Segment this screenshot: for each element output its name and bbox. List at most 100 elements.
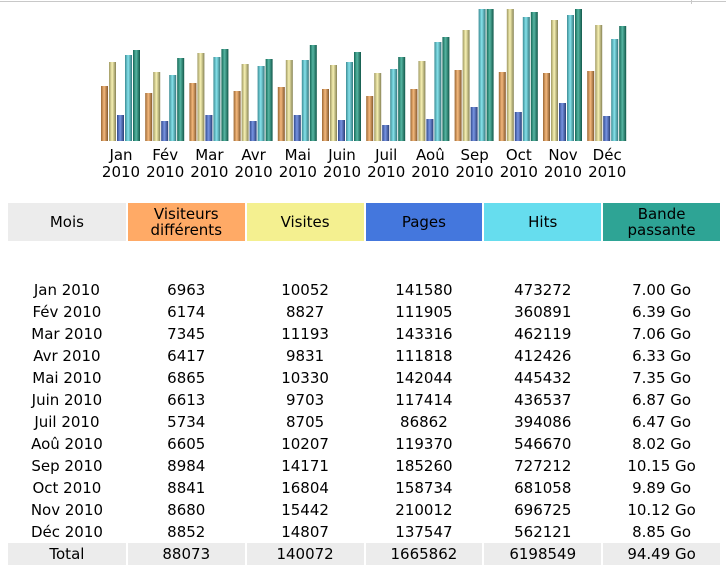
- row-hits: 696725: [514, 501, 572, 519]
- table-row: Juil 2010 5734 8705 86862 394086 6.47 Go: [8, 411, 720, 433]
- bar-pages-2: [205, 115, 213, 141]
- bar-hits-8: [478, 9, 486, 141]
- row-bande-passante: 10.12 Go: [627, 501, 696, 519]
- x-label-year: 2010: [544, 163, 582, 181]
- table-row: Mar 2010 7345 11193 143316 462119 7.06 Go: [8, 323, 720, 345]
- row-visites: 8827: [285, 303, 325, 321]
- bar-visits-4: [285, 60, 293, 141]
- row-visites: 16804: [281, 479, 329, 497]
- row-visiteurs: 8984: [167, 457, 206, 475]
- bar-uniq-1: [145, 93, 153, 141]
- x-label-month: Mai: [285, 146, 311, 164]
- bar-bw-9: [530, 12, 538, 141]
- bar-bw-6: [398, 57, 406, 141]
- row-hits: 436537: [514, 391, 572, 409]
- row-hits: 445432: [514, 369, 572, 387]
- table-row: Avr 2010 6417 9831 111818 412426 6.33 Go: [8, 345, 720, 367]
- row-bande-passante: 7.06 Go: [632, 325, 692, 343]
- row-pages: 142044: [395, 369, 453, 387]
- row-visiteurs: 8680: [167, 501, 206, 519]
- table-row: Nov 2010 8680 15442 210012 696725 10.12 Go: [8, 499, 720, 521]
- total-bande-passante: 94.49 Go: [603, 543, 720, 565]
- bar-bw-3: [265, 59, 273, 141]
- row-bande-passante: 6.87 Go: [632, 391, 692, 409]
- row-pages: 210012: [395, 501, 453, 519]
- top-divider-line: [0, 1, 726, 2]
- top-right-frame: [691, 0, 726, 4]
- bar-hits-6: [390, 69, 398, 141]
- total-visites: 140072: [246, 543, 364, 565]
- bar-hits-7: [434, 42, 442, 141]
- row-hits: 360891: [514, 303, 572, 321]
- header-pages: Pages: [365, 203, 483, 241]
- table-row: Déc 2010 8852 14807 137547 562121 8.85 Go: [8, 521, 720, 543]
- x-label-month: Sep: [460, 146, 488, 164]
- bar-uniq-8: [454, 70, 462, 141]
- x-label-month: Juil: [374, 146, 397, 164]
- x-label-month: Oct: [506, 146, 532, 164]
- bar-visits-2: [197, 53, 205, 141]
- row-visites: 8705: [285, 413, 325, 431]
- bar-uniq-6: [366, 96, 374, 141]
- row-pages: 111905: [395, 303, 453, 321]
- row-visiteurs: 6417: [167, 347, 206, 365]
- row-mois: Mai 2010: [32, 369, 102, 387]
- row-pages: 141580: [395, 281, 453, 299]
- row-pages: 86862: [400, 413, 448, 431]
- bar-uniq-7: [410, 89, 418, 141]
- header-mois: Mois: [8, 203, 126, 241]
- total-pages: 1665862: [365, 543, 483, 565]
- bar-bw-2: [221, 49, 229, 141]
- bar-hits-0: [125, 55, 132, 141]
- x-label-year: 2010: [456, 163, 494, 181]
- bar-visits-6: [374, 73, 382, 141]
- x-label-month: Juin: [327, 146, 356, 164]
- row-pages: 117414: [395, 391, 453, 409]
- row-visites: 9831: [285, 347, 325, 365]
- x-label-year: 2010: [190, 163, 228, 181]
- bar-pages-5: [338, 120, 345, 141]
- bar-visits-0: [109, 62, 116, 141]
- row-pages: 137547: [395, 523, 453, 541]
- table-body: Jan 2010 6963 10052 141580 473272 7.00 Go Fév …: [8, 279, 720, 543]
- bar-pages-3: [249, 121, 257, 141]
- bar-hits-11: [611, 39, 619, 141]
- row-mois: Déc 2010: [30, 523, 103, 541]
- row-pages: 143316: [395, 325, 453, 343]
- bar-pages-10: [559, 103, 566, 141]
- x-label-year: 2010: [279, 163, 317, 181]
- row-bande-passante: 10.15 Go: [627, 457, 696, 475]
- x-label-year: 2010: [323, 163, 361, 181]
- bar-hits-5: [346, 62, 353, 141]
- row-visites: 15442: [281, 501, 329, 519]
- row-visites: 14171: [281, 457, 329, 475]
- header-spacer: [8, 241, 720, 279]
- bar-hits-1: [169, 75, 177, 141]
- table-row: Mai 2010 6865 10330 142044 445432 7.35 Go: [8, 367, 720, 389]
- bar-hits-4: [301, 60, 309, 141]
- row-mois: Nov 2010: [30, 501, 104, 519]
- bar-bw-0: [133, 50, 140, 141]
- x-label-year: 2010: [102, 163, 140, 181]
- row-bande-passante: 7.00 Go: [632, 281, 692, 299]
- row-visites: 10330: [281, 369, 329, 387]
- bar-pages-9: [514, 112, 522, 141]
- x-label-month: Avr: [241, 146, 266, 164]
- x-label-month: Aoû: [416, 146, 445, 164]
- total-label: Total: [8, 543, 126, 565]
- bar-bw-8: [486, 9, 494, 141]
- bar-pages-7: [426, 119, 434, 141]
- row-visiteurs: 6865: [167, 369, 206, 387]
- bar-pages-4: [293, 115, 301, 141]
- x-label-year: 2010: [500, 163, 538, 181]
- row-visiteurs: 6174: [167, 303, 206, 321]
- row-mois: Juin 2010: [31, 391, 103, 409]
- bar-visits-8: [462, 30, 470, 141]
- x-label-year: 2010: [411, 163, 449, 181]
- row-pages: 158734: [395, 479, 453, 497]
- row-visites: 9703: [285, 391, 325, 409]
- row-bande-passante: 6.47 Go: [632, 413, 692, 431]
- x-label-month: Déc: [593, 146, 622, 164]
- bar-uniq-10: [543, 73, 550, 141]
- bar-uniq-0: [101, 86, 108, 141]
